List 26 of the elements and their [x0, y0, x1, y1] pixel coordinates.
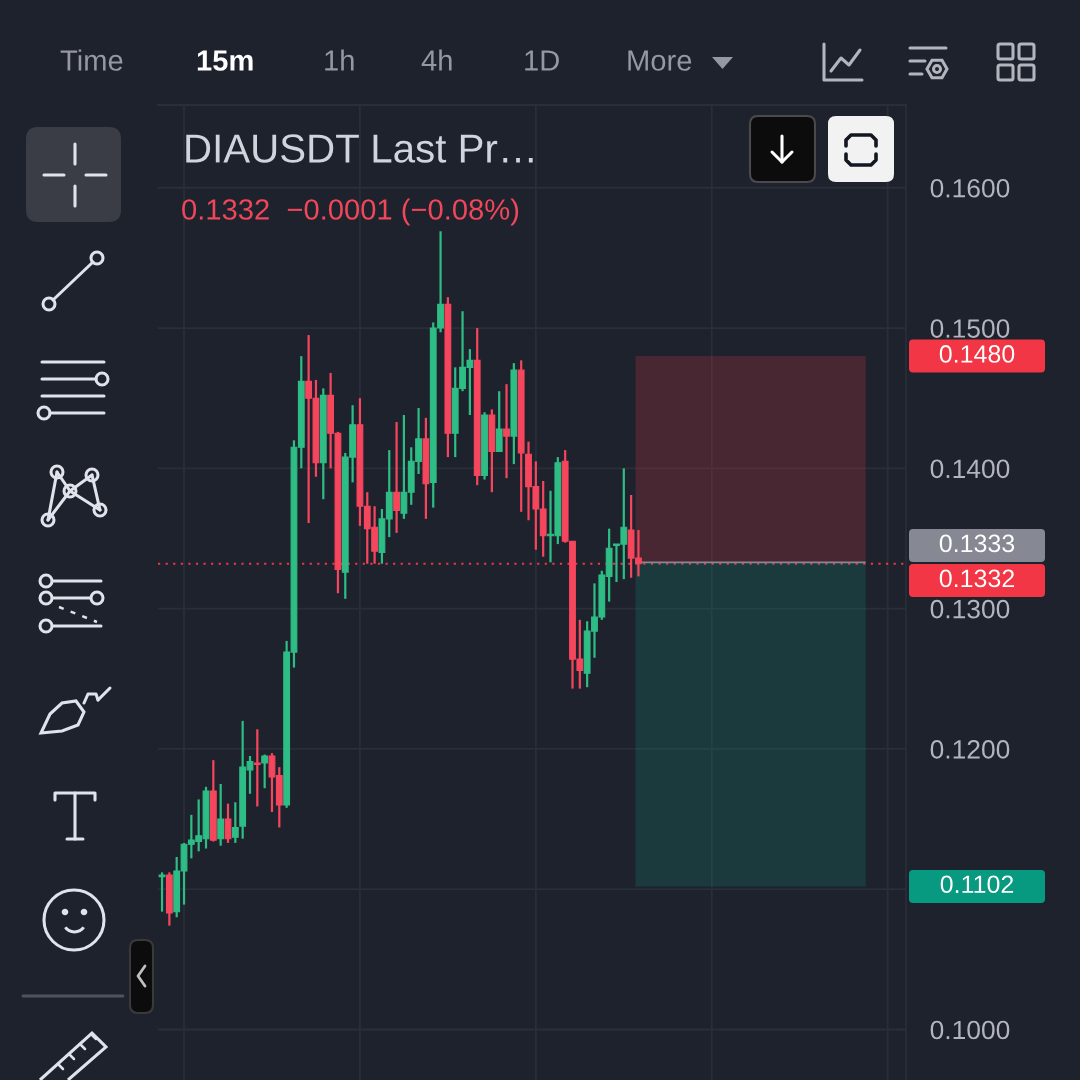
band-label: 0.1480 [939, 345, 1015, 363]
y-tick-label: 0.1400 [930, 459, 1010, 479]
candlestick [217, 782, 225, 847]
text: 1D [525, 50, 559, 71]
text: 0.1332 −0.0001 (−0.08%) [182, 198, 519, 226]
candlestick [503, 383, 510, 480]
candlestick [495, 390, 503, 453]
y-tick-label: 0.1600 [930, 178, 1010, 198]
candlestick [261, 753, 269, 790]
candlestick [393, 420, 400, 534]
band-label: 0.1102 [940, 875, 1014, 894]
y-tick-label: 0.1200 [930, 740, 1010, 759]
text: 1h [325, 49, 354, 71]
ref-line-label: 0.1333 [939, 534, 1015, 553]
text: DIAUSDT Last Pr… [186, 134, 533, 163]
y-tick-label: 0.1500 [930, 319, 1010, 338]
candlestick [224, 802, 232, 845]
candlestick [231, 801, 239, 845]
y-tick-label: 0.1000 [930, 1020, 1010, 1040]
y-tick-label: 0.1300 [930, 599, 1010, 619]
ref-line-label: 0.1332 [939, 569, 1014, 588]
text: More [628, 50, 692, 71]
text: 4h [421, 49, 452, 71]
candlestick [253, 728, 261, 808]
text: 15m [197, 50, 253, 71]
text: Time [60, 49, 123, 71]
